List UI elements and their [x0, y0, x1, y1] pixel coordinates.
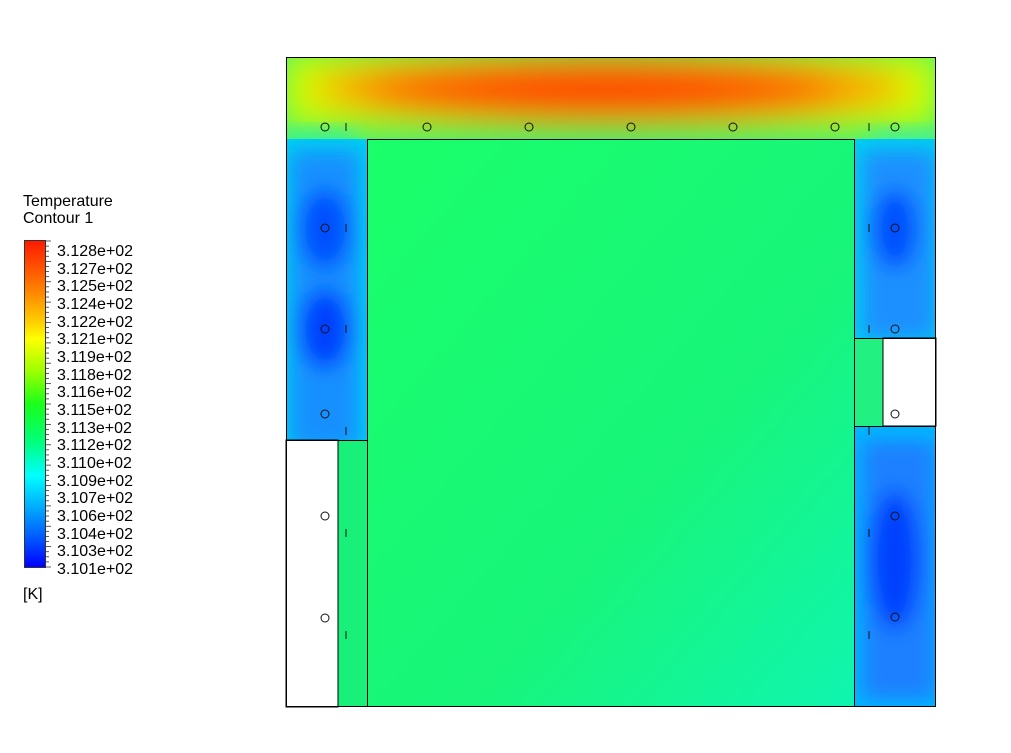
colorbar-tick-label: 3.109e+02 — [57, 472, 134, 490]
colorbar-tick-label: 3.121e+02 — [57, 331, 134, 349]
colorbar-tick-label: 3.124e+02 — [57, 296, 134, 313]
right-green-strip — [855, 338, 883, 426]
colorbar-tick-label: 3.127e+02 — [57, 260, 134, 278]
probe-markers — [320, 122, 900, 639]
probe-circle-marker — [890, 612, 900, 622]
probe-circle-marker — [890, 122, 900, 132]
probe-circle-marker — [422, 122, 432, 132]
colorbar-tick-label: 3.101e+02 — [57, 561, 134, 578]
probe-circle-marker — [320, 613, 330, 623]
colorbar-tick-label: 3.128e+02 — [57, 243, 134, 260]
probe-circle-marker — [320, 409, 330, 419]
colorbar-tick-label: 3.113e+02 — [57, 419, 132, 437]
probe-circle-marker — [320, 511, 330, 521]
left-solid-block — [285, 439, 339, 708]
probe-circle-marker — [890, 409, 900, 419]
probe-circle-marker — [890, 511, 900, 521]
probe-circle-marker — [320, 223, 330, 233]
colorbar-tick-label: 3.112e+02 — [57, 437, 132, 455]
probe-circle-marker — [890, 324, 900, 334]
colorbar — [24, 240, 46, 568]
core-outline — [367, 139, 855, 707]
colorbar-tick-label: 3.116e+02 — [57, 384, 132, 402]
legend-title: Temperature Contour 1 — [23, 193, 113, 227]
colorbar-tick-label: 3.103e+02 — [57, 543, 134, 561]
top-hot-region — [286, 57, 936, 139]
left-cold-region — [286, 139, 367, 440]
right-upper-cold-region — [855, 139, 936, 338]
colorbar-tick-label: 3.125e+02 — [57, 278, 134, 296]
colorbar-tick-label: 3.104e+02 — [57, 525, 134, 543]
legend-variable: Temperature — [23, 193, 113, 210]
colorbar-tick-label: 3.118e+02 — [57, 366, 132, 384]
legend-contour-name: Contour 1 — [23, 210, 94, 227]
probe-circle-marker — [830, 122, 840, 132]
colorbar-tick-label: 3.119e+02 — [57, 349, 132, 366]
colorbar-tick-label: 3.107e+02 — [57, 490, 134, 508]
colorbar-ticks — [46, 240, 51, 568]
right-lower-cold-region — [855, 426, 936, 707]
core-region — [367, 139, 855, 707]
colorbar-tick-label: 3.106e+02 — [57, 508, 134, 525]
legend-unit: [K] — [23, 586, 43, 603]
probe-circle-marker — [524, 122, 534, 132]
probe-circle-marker — [728, 122, 738, 132]
probe-circle-marker — [626, 122, 636, 132]
colorbar-tick-label: 3.122e+02 — [57, 313, 134, 331]
probe-circle-marker — [320, 324, 330, 334]
probe-circle-marker — [320, 122, 330, 132]
left-green-strip — [338, 440, 367, 707]
colorbar-tick-label: 3.110e+02 — [57, 455, 132, 472]
probe-circle-marker — [890, 223, 900, 233]
colorbar-tick-label: 3.115e+02 — [57, 402, 132, 419]
